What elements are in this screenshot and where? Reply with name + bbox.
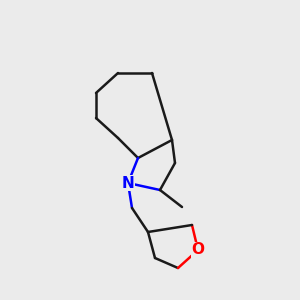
- Text: N: N: [122, 176, 134, 190]
- Text: O: O: [191, 242, 205, 257]
